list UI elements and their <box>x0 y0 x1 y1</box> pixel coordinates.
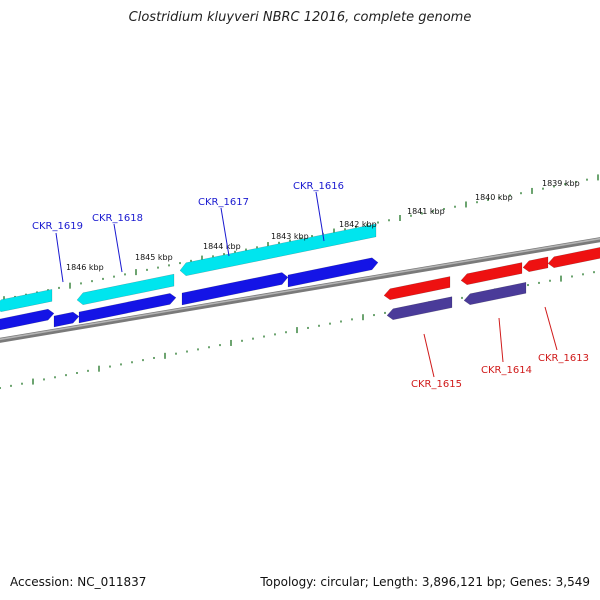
gene-leader-line <box>55 232 64 283</box>
genome-summary-text: Topology: circular; Length: 3,896,121 bp… <box>260 575 590 589</box>
tick-label: 1845 kbp <box>135 253 173 262</box>
gene-label: CKR_1616 <box>293 181 344 192</box>
tick-label: 1840 kbp <box>475 193 513 202</box>
tick-label: 1842 kbp <box>339 220 377 229</box>
cds-forward-block <box>179 223 377 277</box>
cds-reverse-arrow <box>547 247 600 269</box>
gene-forward-arrow <box>53 311 80 328</box>
gene-label: CKR_1614 <box>481 365 532 376</box>
cds-reverse-arrow <box>383 276 451 301</box>
gene-label-group: CKR_1619 CKR_1618 CKR_1617 CKR_1616 CKR_1615… <box>32 181 589 390</box>
backbone-highlight <box>0 237 600 341</box>
gene-leader-line <box>113 223 123 273</box>
tick-label: 1846 kbp <box>66 263 104 272</box>
tick-label: 1843 kbp <box>271 232 309 241</box>
gene-forward-arrow <box>287 257 379 288</box>
gene-leader-line <box>220 207 230 257</box>
gene-leader-line <box>544 306 558 351</box>
cds-forward-block <box>76 273 175 306</box>
backbone-line <box>0 237 600 343</box>
gene-label: CKR_1618 <box>92 213 143 224</box>
gene-forward-arrow <box>181 272 289 306</box>
cds-reverse-arrow <box>522 256 549 273</box>
gene-leader-line <box>498 317 504 363</box>
gene-label: CKR_1619 <box>32 221 83 232</box>
gene-label: CKR_1617 <box>198 197 249 208</box>
map-title: Clostridium kluyveri NBRC 12016, complet… <box>128 10 472 25</box>
feature-track <box>0 223 600 331</box>
gene-label: CKR_1615 <box>411 379 462 390</box>
gene-leader-line <box>423 333 435 378</box>
gene-label: CKR_1613 <box>538 353 589 364</box>
tick-label-group: 1846 kbp 1845 kbp 1844 kbp 1843 kbp 1842 kbp… <box>66 179 580 272</box>
tick-label: 1839 kbp <box>542 179 580 188</box>
gene-forward-arrow <box>78 293 177 324</box>
gene-leader-line <box>315 191 325 242</box>
gene-forward-arrow <box>0 308 55 331</box>
gene-reverse-block <box>386 296 453 321</box>
cds-reverse-arrow <box>460 262 523 286</box>
tick-label: 1841 kbp <box>407 207 445 216</box>
gene-reverse-block <box>463 281 527 306</box>
cds-forward-block <box>0 289 53 313</box>
accession-text: Accession: NC_011837 <box>10 575 147 589</box>
tick-label: 1844 kbp <box>203 242 241 251</box>
